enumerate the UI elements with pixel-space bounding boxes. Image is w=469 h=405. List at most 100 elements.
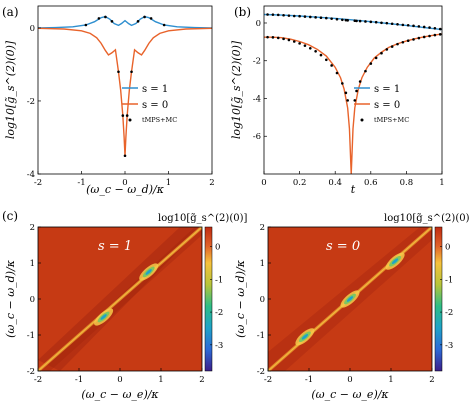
heatmap-left-xtick-label: 0 — [117, 375, 122, 385]
panel-b-xtick-label: 0.2 — [293, 178, 307, 188]
panel-b-xtick-label: 0.4 — [328, 178, 342, 188]
heatmap-right-ytick-label: 2 — [260, 223, 265, 233]
panel-b-chart: 0 0.2 0.4 0.6 0.8 1 0 -2 -4 -6 t log10[g̃_s^(2)(0… — [230, 5, 445, 196]
panel-b-marker — [341, 82, 344, 85]
panel-a-series-s0 — [38, 27, 212, 156]
panel-a-xlabel: (ω_c − ω_d)/κ — [86, 183, 165, 196]
panel-b-marker — [319, 16, 323, 20]
panel-label-a: (a) — [2, 5, 19, 19]
panel-b-marker — [287, 14, 291, 17]
panel-b-marker — [374, 20, 378, 24]
panel-b-marker — [282, 37, 285, 41]
panel-a-legend-tmps: tMPS+MC — [142, 116, 177, 124]
panel-b-marker — [406, 39, 410, 43]
panel-b-marker — [401, 40, 405, 44]
panel-b-marker — [380, 51, 383, 55]
heatmap-left-ytick-label: 2 — [30, 223, 35, 233]
heatmap-left-resonance-core — [38, 227, 202, 371]
panel-b-marker — [358, 80, 362, 83]
panel-b-legend: s = 1 s = 0 tMPS+MC — [354, 84, 409, 124]
heatmap-left-ylabel: (ω_c − ω_d)/κ — [4, 259, 17, 338]
heatmap-right-ytick-label: -1 — [257, 331, 265, 341]
panel-b-marker — [276, 13, 280, 17]
heatmap-left-xtick-label: 1 — [158, 375, 163, 385]
panel-b-legend-s0: s = 0 — [374, 100, 400, 111]
panel-b-marker — [369, 20, 373, 24]
panel-b-marker — [292, 14, 296, 18]
heatmap-right-xtick-label: 0 — [347, 375, 352, 385]
heatmap-left-colorbar-tick-label: -1 — [215, 275, 223, 285]
panel-b-marker — [390, 22, 394, 26]
panel-b-marker — [438, 27, 442, 31]
panel-b-marker — [358, 19, 362, 23]
panel-b-marker — [396, 23, 399, 26]
panel-b-marker — [346, 19, 349, 22]
panel-a-marker — [130, 70, 133, 74]
panel-b-ytick-label: -6 — [253, 132, 261, 142]
heatmap-left-colorbar-tick-label: -2 — [215, 308, 223, 318]
panel-b-marker — [355, 89, 358, 93]
heatmap-right-xtick-label: -1 — [305, 375, 313, 385]
panel-label-c: (c) — [2, 209, 18, 223]
heatmap-right-antibunching-feature — [295, 328, 315, 346]
panel-b-ylabel: log10[g̃_s^(2)(0)] — [230, 40, 243, 139]
panel-b-marker — [353, 99, 357, 102]
panel-a-legend-s1: s = 1 — [142, 84, 168, 95]
heatmap-right-xlabel: (ω_c − ω_e)/κ — [311, 388, 389, 401]
panel-b-marker — [330, 17, 333, 20]
panel-a-marker — [117, 70, 120, 74]
panel-b-marker — [374, 56, 378, 60]
heatmap-right-xtick-label: 1 — [388, 375, 393, 385]
panel-b-legend-marker — [360, 118, 364, 122]
panel-b-marker — [335, 71, 339, 75]
panel-b-marker — [271, 13, 275, 16]
panel-b-marker — [412, 24, 415, 28]
panel-b-marker — [422, 35, 426, 39]
heatmap-right-ytick-label: -2 — [257, 367, 265, 377]
colorbar-right — [434, 226, 443, 372]
panel-a-chart: -2 -1 0 1 20-2-4 (ω_c − ω_d)/κ log10[g̃_s^(2… — [4, 5, 215, 196]
panel-a-legend: s = 1 s = 0 tMPS+MC — [122, 84, 177, 124]
heatmap-left-ytick-label: -2 — [27, 367, 35, 377]
panel-b-marker — [319, 53, 323, 57]
panel-b-xlabel: t — [351, 183, 356, 196]
panel-a-ylabel: log10[g̃_s^(2)(0)] — [4, 40, 17, 139]
panel-b-ytick-label: 0 — [256, 19, 261, 29]
panel-b-marker — [422, 25, 426, 29]
heatmap-right-colorbar-tick-label: -1 — [445, 275, 453, 285]
panel-b-series-s0 — [264, 33, 442, 174]
panel-b-marker — [325, 16, 328, 20]
panel-b-marker — [266, 35, 269, 39]
panel-b-marker — [276, 36, 280, 40]
panel-b-marker — [298, 42, 301, 45]
panel-a-xtick-label: -1 — [77, 178, 85, 188]
heatmap-right-antibunching-feature — [385, 252, 405, 270]
panel-a-legend-s0: s = 0 — [142, 100, 168, 111]
panel-b-marker — [346, 99, 349, 102]
heatmap-right-ytick-label: 0 — [260, 295, 265, 305]
panel-b-marker — [438, 33, 442, 36]
panel-label-b: (b) — [234, 5, 251, 19]
panel-a-marker — [121, 114, 125, 117]
panel-b-marker — [308, 46, 312, 50]
heatmap-right-ytick-label: 1 — [260, 259, 265, 269]
heatmap-left-ytick-label: 0 — [30, 295, 35, 305]
panel-a-marker — [110, 20, 114, 23]
panel-b-marker — [364, 20, 367, 23]
panel-b-marker — [369, 62, 373, 65]
panel-b-ytick-label: -4 — [253, 94, 261, 104]
panel-a-xtick-label: 2 — [209, 178, 214, 188]
heatmap-left-xtick-label: 2 — [199, 375, 204, 385]
panel-b-marker — [412, 38, 415, 41]
panel-b-series-s1 — [264, 13, 442, 31]
panel-a-ytick-label: -4 — [27, 170, 35, 180]
panel-b-marker — [344, 91, 348, 95]
heatmap-right-xtick-label: -2 — [264, 375, 272, 385]
heatmap-left-colorbar-tick-label: 0 — [215, 243, 220, 253]
panel-b-marker — [417, 36, 421, 40]
heatmap-right-colorbar-tick-label: -3 — [445, 341, 453, 351]
panel-b-marker — [298, 14, 301, 18]
panel-b-marker — [417, 25, 421, 28]
colorbar-right-title: log10[g̃_s^(2)(0)] — [384, 213, 469, 224]
panel-a-legend-marker — [128, 118, 132, 122]
